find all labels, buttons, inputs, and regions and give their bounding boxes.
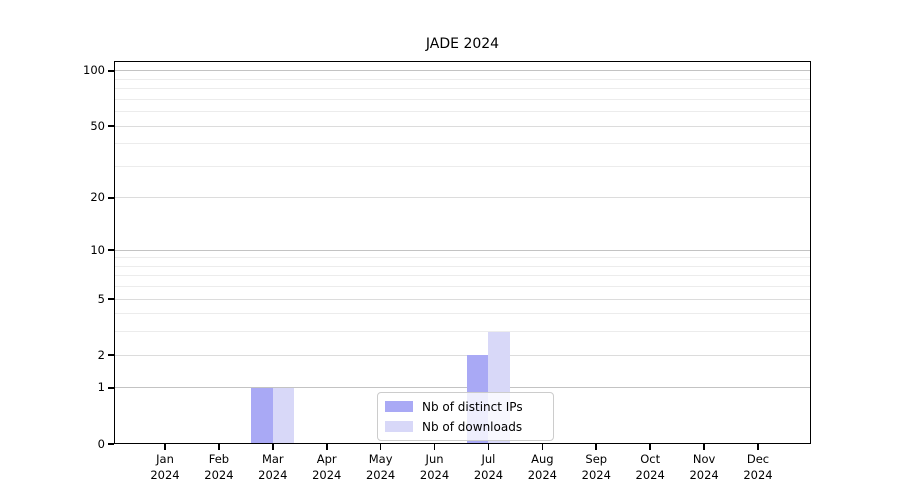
x-tick-label-year: 2024 — [150, 468, 180, 482]
x-tick-label-year: 2024 — [419, 468, 450, 482]
gridline-y-2 — [115, 354, 810, 356]
x-tick-label-feb: Feb 2024 — [179, 451, 259, 483]
legend-swatch-distinct-ips — [385, 401, 413, 412]
x-tick-apr — [325, 444, 328, 450]
x-tick-label-year: 2024 — [581, 468, 611, 482]
gridline-y-5 — [115, 298, 810, 300]
x-tick-jul — [487, 444, 490, 450]
x-tick-label-sep: Sep 2024 — [556, 451, 636, 483]
y-tick-label-1: 1 — [97, 380, 105, 395]
y-tick-label-5: 5 — [97, 291, 105, 306]
gridline-y-10 — [115, 249, 810, 251]
gridline-y-30 — [115, 165, 810, 167]
legend-entry-distinct-ips: Nb of distinct IPs — [385, 398, 546, 415]
y-tick-1 — [108, 387, 114, 389]
x-tick-jan — [164, 444, 166, 450]
y-tick-10 — [108, 249, 114, 251]
x-tick-label-year: 2024 — [365, 468, 396, 482]
x-tick-nov — [703, 444, 705, 450]
legend: Nb of distinct IPs Nb of downloads — [377, 392, 554, 441]
x-tick-label-month: Jul — [481, 452, 496, 466]
y-tick-label-2: 2 — [97, 347, 105, 362]
gridline-y-8 — [115, 265, 810, 267]
gridline-y-80 — [115, 88, 810, 90]
x-tick-label-year: 2024 — [204, 468, 234, 482]
bar-mar-distinct-ips — [251, 387, 273, 444]
x-tick-label-month: Jan — [156, 452, 174, 466]
x-tick-label-month: Nov — [692, 452, 716, 466]
gridline-y-3 — [115, 331, 810, 333]
x-tick-label-year: 2024 — [743, 468, 773, 482]
x-tick-mar — [272, 444, 274, 450]
bar-mar-downloads — [272, 387, 295, 444]
x-tick-label-year: 2024 — [635, 468, 665, 482]
y-tick-label-50: 50 — [90, 118, 105, 133]
gridline-y-60 — [115, 111, 810, 113]
gridline-y-50 — [115, 125, 810, 127]
y-tick-2 — [108, 354, 114, 356]
x-tick-label-may: May 2024 — [341, 451, 421, 483]
x-tick-label-month: Aug — [531, 452, 554, 466]
x-tick-label-month: Apr — [316, 452, 337, 466]
y-tick-0 — [108, 443, 114, 445]
gridline-y-100 — [115, 70, 810, 72]
x-tick-label-month: Mar — [261, 452, 284, 466]
y-tick-100 — [108, 70, 114, 72]
x-tick-jun — [433, 444, 436, 450]
x-tick-label-oct: Oct 2024 — [610, 451, 690, 483]
gridline-y-9 — [115, 257, 810, 259]
gridline-y-6 — [115, 286, 810, 288]
y-tick-label-0: 0 — [97, 436, 105, 451]
x-tick-label-dec: Dec 2024 — [718, 451, 798, 483]
x-tick-label-jun: Jun 2024 — [395, 451, 475, 483]
x-tick-label-month: Oct — [640, 452, 661, 466]
x-tick-label-month: Sep — [585, 452, 608, 466]
x-tick-label-month: Feb — [208, 452, 230, 466]
y-tick-label-20: 20 — [90, 190, 105, 205]
gridline-y-7 — [115, 275, 810, 277]
gridline-y-70 — [115, 98, 810, 100]
gridline-y-4 — [115, 313, 810, 315]
x-tick-feb — [218, 444, 220, 450]
x-tick-dec — [757, 444, 759, 450]
x-tick-label-year: 2024 — [473, 468, 504, 482]
legend-entry-downloads: Nb of downloads — [385, 418, 546, 435]
x-tick-label-aug: Aug 2024 — [502, 451, 582, 483]
x-tick-label-jul: Jul 2024 — [448, 451, 528, 483]
y-tick-label-10: 10 — [90, 242, 105, 257]
legend-swatch-downloads — [385, 421, 413, 432]
x-tick-sep — [595, 444, 598, 450]
x-tick-label-nov: Nov 2024 — [664, 451, 744, 483]
x-tick-label-year: 2024 — [689, 468, 719, 482]
gridline-y-20 — [115, 197, 810, 199]
x-tick-label-year: 2024 — [258, 468, 288, 482]
x-tick-may — [379, 444, 382, 450]
x-tick-label-month: Dec — [746, 452, 770, 466]
gridline-y-90 — [115, 78, 810, 80]
x-tick-label-mar: Mar 2024 — [233, 451, 313, 483]
legend-label-distinct-ips: Nb of distinct IPs — [422, 399, 523, 414]
x-tick-oct — [649, 444, 651, 450]
x-tick-label-year: 2024 — [312, 468, 342, 482]
x-tick-label-month: May — [368, 452, 393, 466]
x-tick-aug — [541, 444, 544, 450]
x-tick-label-month: Jun — [425, 452, 444, 466]
chart-title: JADE 2024 — [425, 36, 500, 52]
gridline-y-40 — [115, 143, 810, 145]
x-tick-label-apr: Apr 2024 — [287, 451, 367, 483]
y-tick-20 — [108, 197, 114, 199]
x-tick-label-year: 2024 — [527, 468, 557, 482]
y-tick-label-100: 100 — [83, 63, 105, 78]
x-tick-label-jan: Jan 2024 — [125, 451, 205, 483]
gridline-y-1 — [115, 387, 810, 389]
legend-label-downloads: Nb of downloads — [422, 419, 523, 434]
y-tick-5 — [108, 298, 114, 300]
y-tick-50 — [108, 125, 114, 127]
